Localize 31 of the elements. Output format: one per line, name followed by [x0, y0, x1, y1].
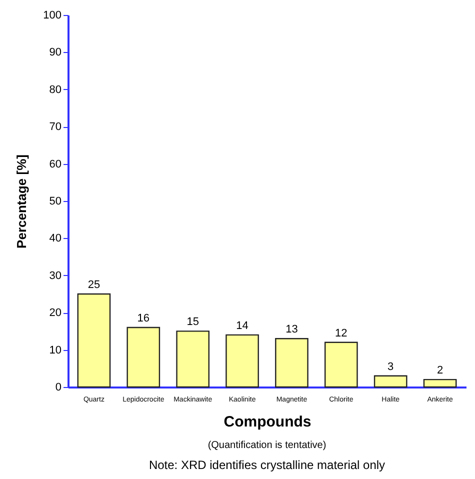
data-label: 13: [286, 324, 298, 336]
data-label: 16: [137, 312, 150, 324]
text: (Quantification is tentative): [208, 440, 326, 451]
y-tick-label: 10: [49, 344, 62, 356]
x-axis-title: Compounds: [224, 414, 312, 430]
data-label: 15: [186, 316, 199, 328]
text: Note: XRD identifies crystalline material only: [148, 458, 386, 472]
bar: [77, 293, 111, 388]
y-axis-title: Percentage [%]: [14, 154, 30, 248]
y-tick-label: 40: [49, 232, 62, 245]
bar: [374, 375, 408, 388]
bar: [226, 334, 259, 388]
y-tick-label: 50: [49, 196, 62, 208]
y-tick-label: 60: [49, 158, 62, 170]
data-label: 2: [436, 364, 444, 377]
y-tick-label: 100: [43, 10, 62, 22]
data-label: 14: [236, 320, 248, 332]
y-tick-label: 20: [49, 307, 62, 320]
data-label: 3: [388, 360, 394, 373]
bar: [176, 330, 210, 388]
data-label: 25: [88, 279, 100, 291]
y-tick-label: 90: [49, 46, 62, 59]
y-tick-label: 30: [49, 270, 62, 282]
y-tick-label: 0: [55, 382, 62, 394]
data-label: 12: [335, 327, 348, 340]
bar: [324, 342, 358, 388]
bar: [275, 338, 308, 388]
y-tick-label: 80: [49, 84, 62, 96]
bar: [423, 378, 457, 388]
bar: [126, 326, 160, 388]
y-tick-label: 70: [49, 121, 62, 134]
